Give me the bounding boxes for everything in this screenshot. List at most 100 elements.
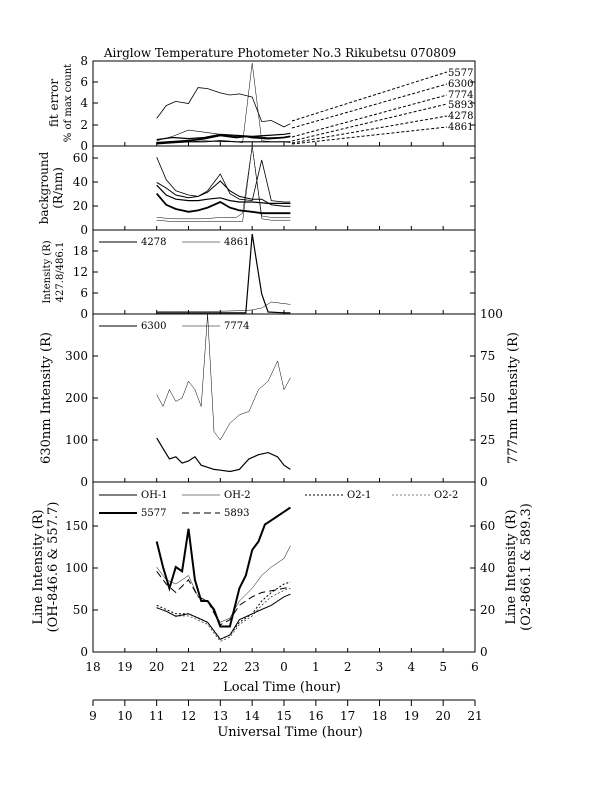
red-line-legend: 6300 7774 <box>99 321 249 332</box>
y-right-tick-label: 0 <box>480 475 488 489</box>
y-tick-label: 0 <box>80 139 88 153</box>
series-line-s4 <box>156 180 291 207</box>
fit-error-ylabel-sub: % of max count <box>63 64 74 142</box>
series-line-4861 <box>156 63 291 144</box>
legend-label-5577: 5577 <box>448 68 473 79</box>
legend-label-oh1: OH-1 <box>141 490 168 501</box>
series-line-s3 <box>156 193 291 215</box>
series-line-s1 <box>156 184 291 204</box>
ut-tick-label: 21 <box>467 709 482 723</box>
series-line-o2-1 <box>156 581 291 640</box>
series-line-s2 <box>156 157 291 203</box>
y-tick-label: 40 <box>73 175 88 189</box>
series-line-6300 <box>156 132 291 141</box>
ut-tick-label: 20 <box>436 709 451 723</box>
legend-label-5893: 5893 <box>224 508 249 519</box>
panel-fit-error-frame <box>92 60 476 147</box>
panel-630nm-frame <box>92 313 476 483</box>
y-tick-label: 0 <box>80 645 88 659</box>
y-right-tick-label: 60 <box>480 519 495 533</box>
legend-label-6300: 6300 <box>141 321 166 332</box>
y-tick-label: 6 <box>80 286 88 300</box>
local-time-axis-title: Local Time (hour) <box>223 680 341 695</box>
series-line-oh-2 <box>156 545 291 623</box>
series-line-o2-2 <box>156 588 291 642</box>
line-intensity-right-ylabel: Line Intensity (R) <box>504 509 519 624</box>
legend-label-o22: O2-2 <box>434 490 458 501</box>
ut-tick-label: 9 <box>89 709 97 723</box>
y-tick-label: 100 <box>65 561 88 575</box>
legend-label-4278: 4278 <box>448 111 473 122</box>
y-tick-label: 4 <box>80 96 88 110</box>
y-tick-label: 50 <box>73 603 88 617</box>
y-tick-label: 100 <box>65 433 88 447</box>
local-time-tick-label: 20 <box>149 660 164 674</box>
chart-marks: 0246802040600612180100200300025507510005… <box>65 54 503 723</box>
intensity-ylabel: Intensity (R) <box>42 240 53 303</box>
y-tick-label: 0 <box>80 223 88 237</box>
y-tick-label: 0 <box>80 307 88 321</box>
line-intensity-right-ylabel-sub: (O2-866.1 & 589.3) <box>519 503 534 631</box>
local-time-tick-label: 19 <box>117 660 132 674</box>
ut-tick-label: 11 <box>149 709 164 723</box>
ut-tick-label: 10 <box>117 709 132 723</box>
y-tick-label: 20 <box>73 199 88 213</box>
legend-leader-5577 <box>291 71 448 122</box>
y-tick-label: 200 <box>65 391 88 405</box>
y-tick-label: 12 <box>73 265 88 279</box>
legend-label-4278: 4278 <box>141 237 166 248</box>
y-tick-label: 8 <box>80 54 88 68</box>
local-time-tick-label: 2 <box>344 660 352 674</box>
series-line-5577 <box>155 506 291 628</box>
legend-label-6300: 6300 <box>448 79 473 90</box>
y-tick-label: 18 <box>73 244 88 258</box>
ut-tick-label: 15 <box>276 709 291 723</box>
local-time-tick-label: 1 <box>312 660 320 674</box>
y-tick-label: 300 <box>65 349 88 363</box>
series-line-6300 <box>156 437 291 473</box>
local-time-tick-label: 18 <box>85 660 100 674</box>
legend-label-4861: 4861 <box>224 237 249 248</box>
630nm-ylabel: 630nm Intensity (R) <box>39 332 54 464</box>
y-tick-label: 2 <box>80 118 88 132</box>
series-line-s5 <box>156 145 291 222</box>
y-right-tick-label: 0 <box>480 645 488 659</box>
y-right-tick-label: 20 <box>480 603 495 617</box>
intensity-legend: 4278 4861 <box>99 237 249 248</box>
ut-tick-label: 17 <box>340 709 355 723</box>
legend-leader-6300 <box>291 83 448 129</box>
local-time-tick-label: 21 <box>181 660 196 674</box>
legend-label-7774: 7774 <box>224 321 249 332</box>
y-tick-label: 150 <box>65 519 88 533</box>
legend-label-o21: O2-1 <box>347 490 371 501</box>
fit-error-ylabel: fit error <box>47 79 61 127</box>
series-line-5577 <box>156 134 291 144</box>
local-time-tick-label: 22 <box>213 660 228 674</box>
series-line-5893 <box>156 571 291 626</box>
series-line-4278 <box>156 233 291 314</box>
series-line-oh-1 <box>156 593 291 640</box>
chart-title: Airglow Temperature Photometer No.3 Riku… <box>103 46 456 60</box>
series-line-7774 <box>156 87 291 128</box>
ut-tick-label: 16 <box>308 709 323 723</box>
y-right-tick-label: 75 <box>480 349 495 363</box>
ut-tick-label: 19 <box>404 709 419 723</box>
legend-label-4861: 4861 <box>448 122 473 133</box>
series-line-7774 <box>156 313 291 441</box>
background-ylabel: background <box>37 151 51 224</box>
y-right-tick-label: 25 <box>480 433 495 447</box>
legend-leader-4278 <box>291 115 448 144</box>
series-line-4861 <box>156 301 291 312</box>
legend-label-5577: 5577 <box>141 508 166 519</box>
local-time-tick-label: 6 <box>471 660 479 674</box>
legend-label-5893: 5893 <box>448 100 473 111</box>
ut-axis-title: Universal Time (hour) <box>217 725 362 740</box>
line-intensity-ylabel: Line Intensity (R) <box>31 509 46 624</box>
legend-leader-7774 <box>291 94 448 138</box>
y-tick-label: 6 <box>80 75 88 89</box>
legend-leader-4861 <box>291 126 448 145</box>
ut-tick-label: 14 <box>245 709 261 723</box>
series-line-5893 <box>156 129 291 141</box>
y-tick-label: 60 <box>73 151 88 165</box>
